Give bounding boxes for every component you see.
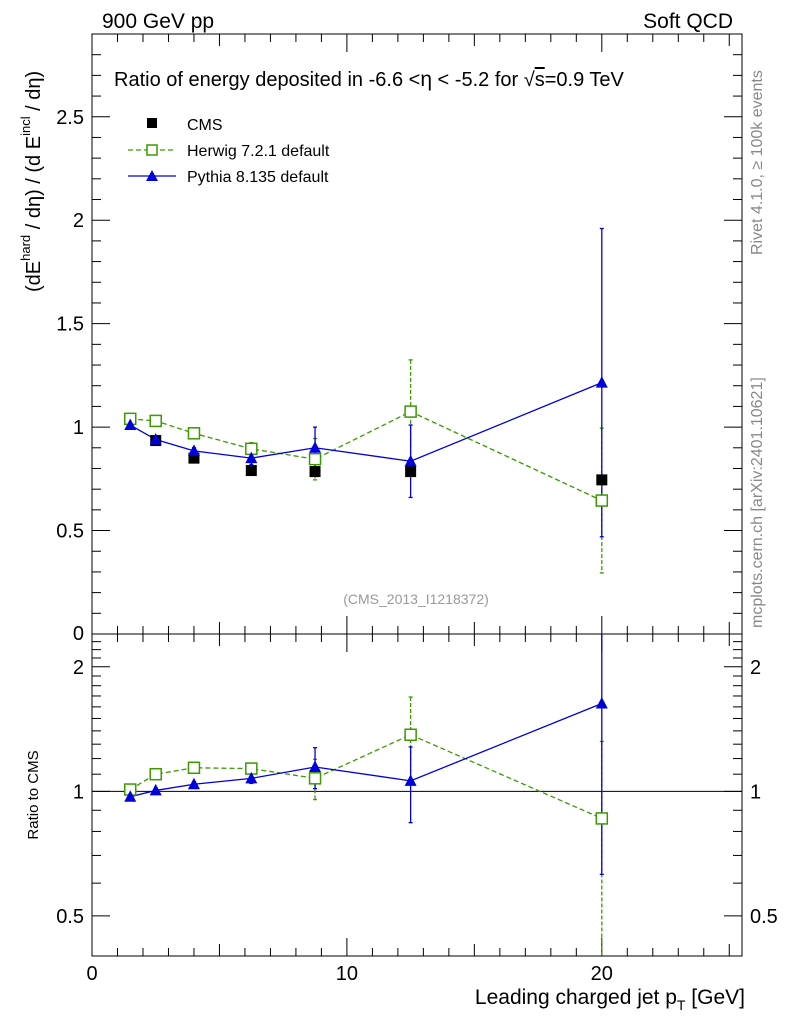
ratio-pythia-point [187,777,200,790]
ratio-herwig-point [187,761,201,775]
ylabel-hard: hard [18,235,33,261]
analysis-watermark: (CMS_2013_I1218372) [343,591,489,607]
herwig-point [187,427,201,440]
pythia-point [595,376,608,388]
main-ytick-label: 2 [73,210,84,232]
main-title: Ratio of energy deposited in -6.6 <η < -… [114,68,625,91]
main-ytick-label: 0.5 [56,521,84,543]
ratio-ytick-label-right: 1 [750,781,761,803]
pythia-point [404,454,417,467]
ylabel-open: (dE [23,261,45,292]
ratio-series [123,634,609,956]
main-axes: 0.5 1 1.5 2 2.5 0 [56,33,742,645]
pythia-point [187,444,200,456]
cms-point [188,452,200,464]
title-prefix: Ratio of energy deposited in -6.6 < [114,69,420,91]
ylabel-mid: / dη) / (d E [23,136,45,235]
xtick-label: 20 [591,963,613,985]
ratio-ytick-label-right: 0.5 [750,906,778,928]
xlabel-unit: [GeV] [685,986,745,1009]
ratio-pythia-point [595,697,608,709]
header-left: 900 GeV pp [102,10,214,33]
ratio-herwig-point [595,812,609,825]
title-eta: η [420,68,432,91]
herwig-point [404,405,417,418]
ratio-ytick-label: 0.5 [56,906,84,928]
ratio-ytick-label-right: 2 [750,657,761,679]
main-ytick-label-zero: 0 [73,623,84,645]
herwig-point [595,494,609,507]
ratio-ytick-label: 1 [73,781,84,803]
ratio-plot-frame [91,633,743,957]
ratio-axes: 0.5 0.51 12 20 10 20 [56,633,778,985]
ratio-ylabel: Ratio to CMS [25,750,42,839]
herwig-point [149,414,162,428]
title-sqrt: √ [524,69,535,91]
xlabel-sub: T [677,997,686,1013]
header-right: Soft QCD [643,10,733,33]
herwig-point [308,452,322,466]
cms-point [309,466,321,478]
ylabel-close: / dη) [23,71,45,117]
ratio-herwig-point [149,767,162,781]
ratio-pythia-point [124,790,137,802]
main-ytick-label: 2.5 [56,107,84,129]
legend-label-pythia: Pythia 8.135 default [187,169,329,186]
ratio-herwig-line [129,734,603,820]
herwig-line [130,410,603,502]
legend-marker-herwig [146,144,158,156]
title-suffix: =0.9 TeV [545,69,625,91]
cms-point [596,474,608,486]
title-s: s [535,69,545,91]
xtick-label: 10 [336,963,358,985]
xlabel: Leading charged jet pT [GeV] [475,986,745,1013]
ylabel-incl: incl [18,116,33,136]
legend-label-herwig: Herwig 7.2.1 default [187,143,330,160]
title-middle: < -5.2 for [432,69,524,91]
rivet-label: Rivet 4.1.0, ≥ 100k events [749,70,766,255]
pythia-line [129,382,603,462]
ratio-herwig-point [308,772,322,785]
ratio-pythia-point [149,783,162,796]
ratio-pythia-point [245,771,258,784]
main-ytick-label: 1.5 [56,314,84,336]
pythia-point [309,441,322,453]
legend: CMS Herwig 7.2.1 default Pythia 8.135 de… [128,117,330,186]
ratio-ytick-label: 2 [73,657,84,679]
legend-marker-cms [147,118,157,128]
main-ytick-label: 1 [73,417,84,439]
mcplots-label: mcplots.cern.ch [arXiv:2401.10621] [749,377,766,628]
main-ylabel: (dEhard / dη) / (d Eincl / dη) [18,71,45,292]
pythia-point [245,451,258,464]
cms-point [245,465,257,477]
xlabel-main: Leading charged jet p [475,986,677,1009]
legend-marker-pythia [146,170,158,181]
pythia-point [149,433,162,445]
legend-label-cms: CMS [187,117,223,134]
cms-point [405,466,417,478]
ratio-pythia-point [309,760,322,772]
pythia-point [124,418,137,431]
ratio-pythia-point [404,774,417,786]
ratio-pythia-line [130,702,603,798]
main-series [123,227,609,574]
xtick-label: 0 [86,963,97,985]
ratio-herwig-point [404,728,417,742]
